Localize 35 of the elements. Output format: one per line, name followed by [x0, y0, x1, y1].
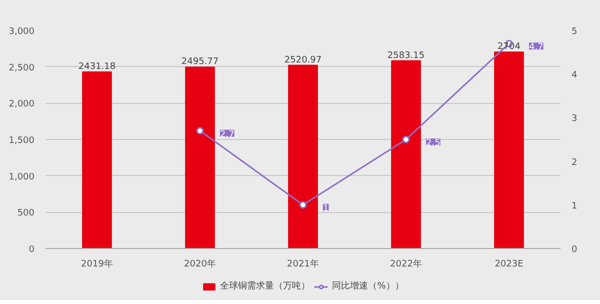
data-label: 2495.77	[181, 57, 219, 68]
data-label: 1	[323, 204, 329, 214]
y2-tick-label: 3	[572, 114, 578, 124]
y2-tick-label: 4	[572, 70, 578, 81]
legend-label: 全球铜需求量（万吨）	[220, 280, 310, 292]
point	[196, 127, 204, 135]
data-label: 2520.97	[284, 55, 322, 66]
bar	[288, 64, 318, 248]
bar	[82, 71, 112, 248]
y-tick-label: 1,500	[8, 136, 35, 146]
point	[402, 136, 410, 144]
x-tick-label: 2023E	[494, 260, 524, 270]
y2-tick-label: 0	[572, 245, 578, 255]
data-label: 2.7	[220, 130, 234, 140]
data-label: 2583.15	[387, 50, 425, 61]
legend-label: 同比增速（%））	[332, 280, 404, 292]
y-tick-label: 0	[28, 245, 35, 255]
y2-tick-label: 2	[572, 158, 578, 168]
x-tick-label: 2019年	[81, 258, 113, 270]
point	[299, 201, 307, 209]
bar	[185, 66, 215, 248]
y2-tick-label: 5	[572, 27, 578, 37]
bar	[391, 60, 421, 248]
y-tick-label: 2,500	[8, 63, 35, 74]
y-tick-label: 500	[17, 208, 35, 219]
y-tick-label: 2,000	[8, 100, 35, 110]
y-tick-label: 1,000	[8, 172, 35, 182]
data-label: 2431.18	[78, 62, 116, 72]
bar	[494, 52, 524, 248]
x-tick-label: 2020年	[184, 258, 216, 270]
x-tick-label: 2022年	[390, 258, 422, 270]
x-tick-label: 2021年	[287, 258, 319, 270]
y-tick-label: 3,000	[8, 27, 35, 37]
y2-tick-label: 1	[572, 201, 578, 212]
data-label: 4.7	[529, 42, 544, 53]
